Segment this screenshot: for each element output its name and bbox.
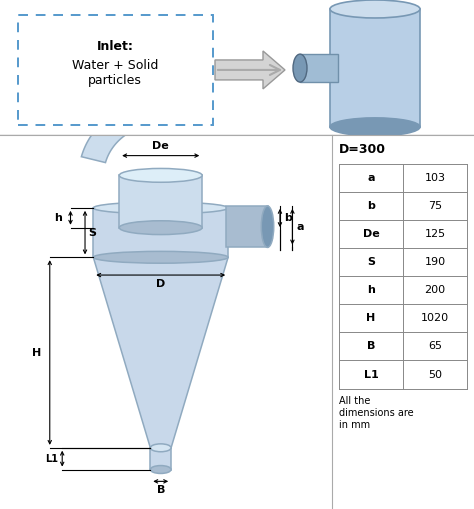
Text: H: H xyxy=(366,313,375,323)
Text: 125: 125 xyxy=(424,229,446,239)
Polygon shape xyxy=(82,100,161,162)
Text: 1020: 1020 xyxy=(421,313,449,323)
Text: B: B xyxy=(156,485,165,495)
Ellipse shape xyxy=(330,118,420,136)
Polygon shape xyxy=(215,51,285,89)
Text: De: De xyxy=(152,140,169,151)
Ellipse shape xyxy=(293,54,307,82)
Bar xyxy=(226,206,267,247)
Bar xyxy=(300,54,338,82)
Bar xyxy=(93,208,228,257)
Bar xyxy=(119,176,202,228)
Text: H: H xyxy=(32,348,42,357)
Ellipse shape xyxy=(119,221,202,235)
Polygon shape xyxy=(93,257,228,448)
Text: a: a xyxy=(367,173,374,183)
Ellipse shape xyxy=(261,206,274,247)
Ellipse shape xyxy=(330,0,420,18)
Text: D=300: D=300 xyxy=(339,143,386,156)
Text: Water + Solid
particles: Water + Solid particles xyxy=(72,59,158,87)
Text: D: D xyxy=(156,279,165,289)
Text: h: h xyxy=(367,285,375,295)
Text: S: S xyxy=(88,228,96,238)
Text: 190: 190 xyxy=(424,257,446,267)
Text: b: b xyxy=(367,201,375,211)
Text: All the
dimensions are
in mm: All the dimensions are in mm xyxy=(339,397,413,430)
Text: Inlet:: Inlet: xyxy=(97,40,134,53)
Bar xyxy=(330,9,420,127)
Ellipse shape xyxy=(150,466,171,473)
Text: De: De xyxy=(363,229,379,239)
Ellipse shape xyxy=(150,444,171,452)
Text: 200: 200 xyxy=(424,285,446,295)
Text: L1: L1 xyxy=(45,454,58,464)
Text: B: B xyxy=(367,342,375,351)
Text: L1: L1 xyxy=(364,370,378,380)
Ellipse shape xyxy=(93,202,228,214)
Text: b: b xyxy=(284,213,292,223)
Text: 103: 103 xyxy=(424,173,446,183)
Text: h: h xyxy=(55,213,62,223)
Text: a: a xyxy=(297,222,304,232)
Bar xyxy=(150,448,171,469)
Text: 50: 50 xyxy=(428,370,442,380)
Ellipse shape xyxy=(93,251,228,263)
Ellipse shape xyxy=(119,168,202,182)
Text: 65: 65 xyxy=(428,342,442,351)
Text: S: S xyxy=(367,257,375,267)
Text: 75: 75 xyxy=(428,201,442,211)
